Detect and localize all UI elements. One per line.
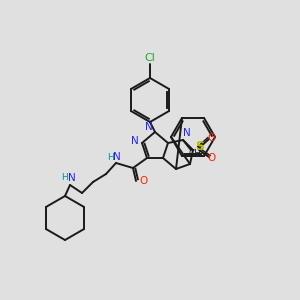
Text: O: O <box>208 153 216 163</box>
Text: Cl: Cl <box>145 53 155 63</box>
Text: H: H <box>61 173 68 182</box>
Text: N: N <box>131 136 139 146</box>
Text: N: N <box>113 152 121 162</box>
Text: N: N <box>183 128 191 138</box>
Text: S: S <box>196 140 205 154</box>
Text: N: N <box>145 122 153 132</box>
Text: H: H <box>108 152 114 161</box>
Text: O: O <box>140 176 148 186</box>
Text: O: O <box>208 133 216 143</box>
Text: N: N <box>68 173 76 183</box>
Text: CH₃: CH₃ <box>189 149 205 158</box>
